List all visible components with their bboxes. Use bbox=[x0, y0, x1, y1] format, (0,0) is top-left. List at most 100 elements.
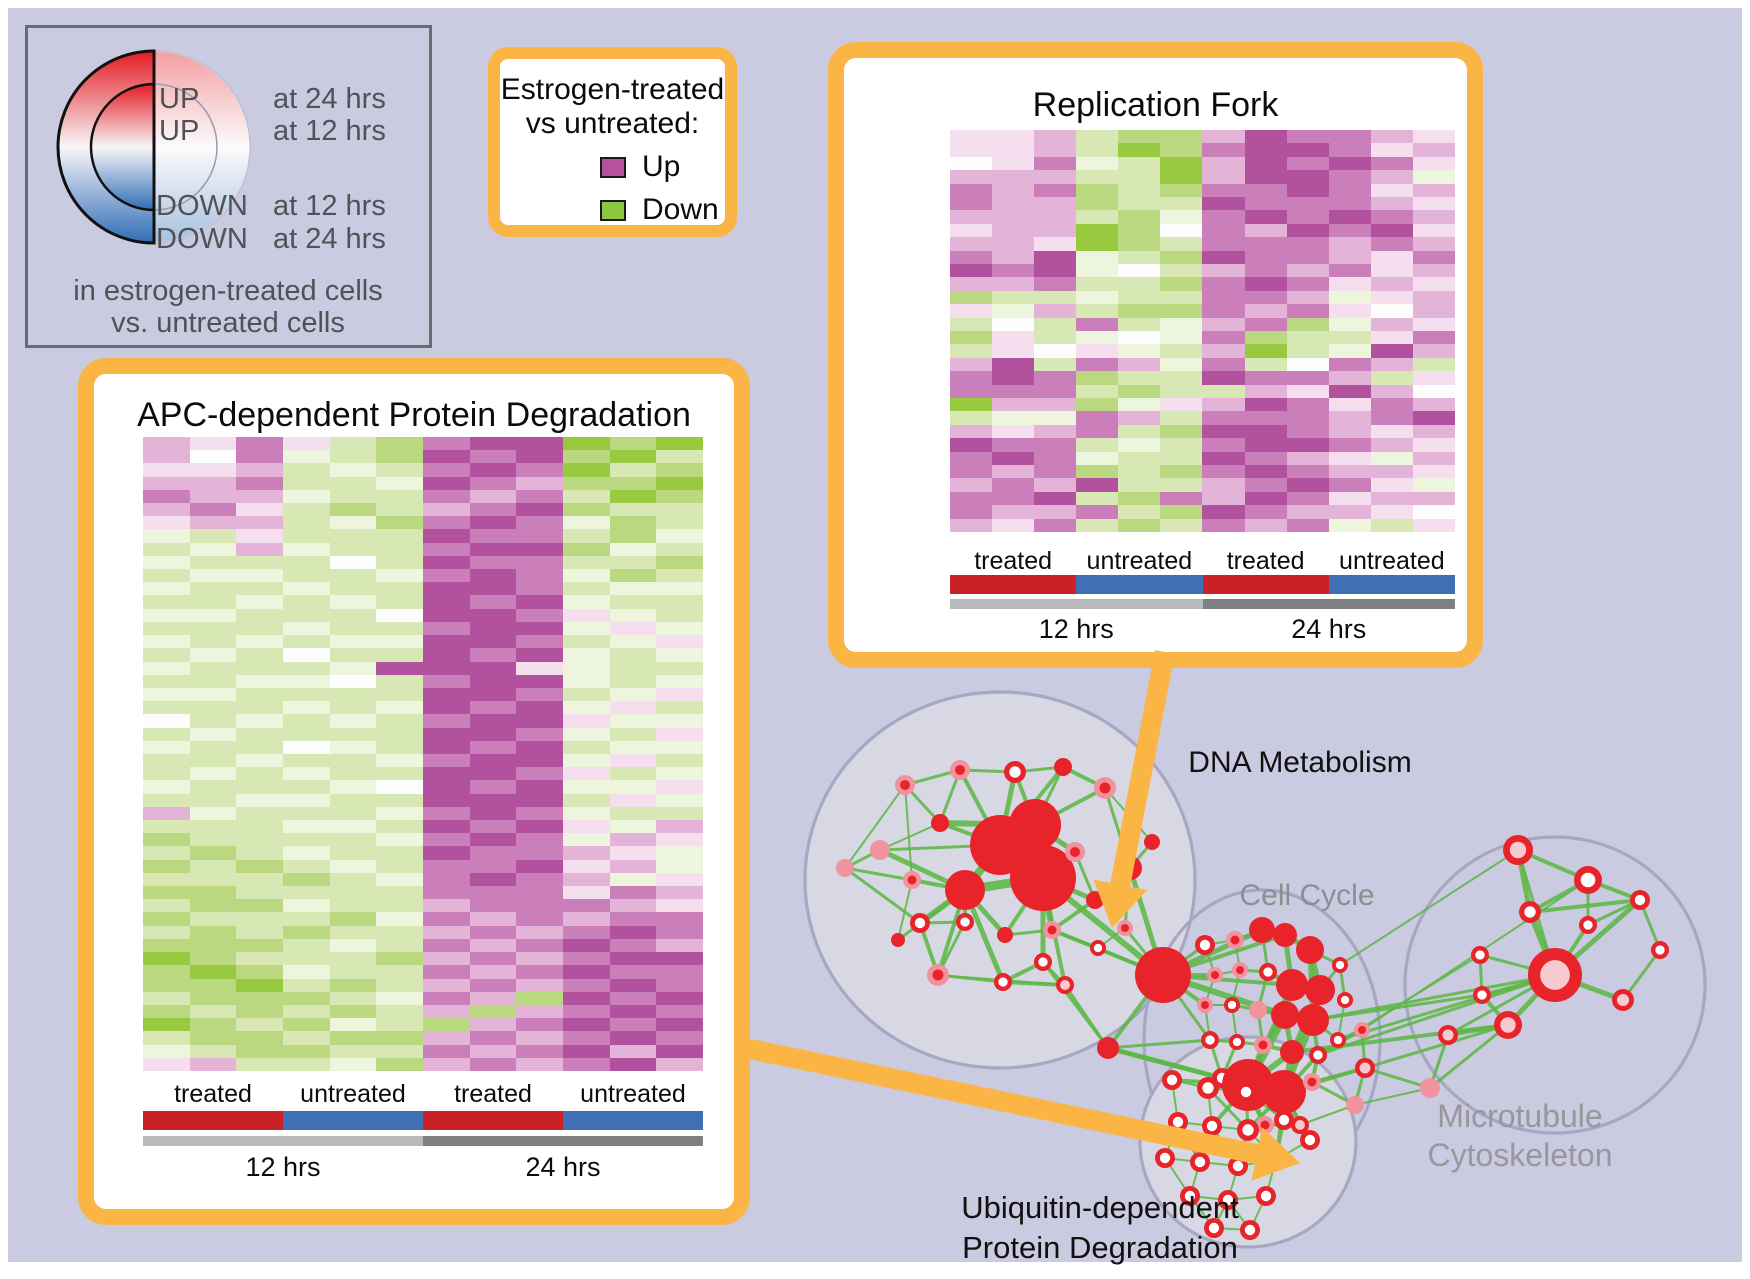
heatmap-cell bbox=[1034, 344, 1077, 358]
heatmap-cell bbox=[950, 330, 993, 345]
heatmap-cell bbox=[376, 846, 423, 860]
gene-node-center bbox=[1244, 1224, 1256, 1236]
heatmap-cell bbox=[189, 621, 237, 636]
gene-node-center bbox=[1260, 1120, 1270, 1130]
heatmap-cell bbox=[1118, 424, 1161, 439]
heatmap-cell bbox=[1412, 250, 1455, 264]
heatmap-cell bbox=[236, 489, 283, 504]
heatmap-cell bbox=[609, 608, 657, 622]
heatmap-cell bbox=[236, 780, 283, 794]
heatmap-cell bbox=[469, 740, 517, 754]
gene-node-center bbox=[932, 969, 944, 981]
heatmap-cell bbox=[1328, 317, 1371, 331]
heatmap-cell bbox=[423, 767, 470, 781]
heatmap-cell bbox=[143, 978, 190, 992]
heatmap-cell bbox=[236, 859, 283, 873]
heatmap-cell bbox=[516, 1031, 563, 1045]
gene-node-center bbox=[1202, 1082, 1214, 1094]
heatmap-cell bbox=[236, 687, 283, 702]
gene-node-center bbox=[1211, 971, 1219, 979]
heatmap-cell bbox=[1328, 491, 1371, 506]
heatmap-cell bbox=[1076, 397, 1119, 412]
network-edge bbox=[1312, 993, 1483, 1022]
heatmap-cell bbox=[423, 859, 470, 873]
heatmap-cell bbox=[469, 463, 517, 477]
heatmap-cell bbox=[609, 569, 657, 583]
heatmap-cell bbox=[189, 767, 237, 781]
heatmap-cell bbox=[143, 608, 190, 622]
heatmap-cell bbox=[656, 925, 703, 939]
heatmap-cell bbox=[563, 978, 610, 992]
gene-node bbox=[945, 870, 985, 910]
heatmap-cell bbox=[1370, 183, 1413, 197]
heatmap-cell bbox=[563, 595, 610, 609]
heatmap-cell bbox=[1286, 237, 1329, 251]
heatmap-cell bbox=[1286, 277, 1329, 291]
heatmap-cell bbox=[516, 886, 563, 900]
heatmap-cell bbox=[992, 384, 1035, 398]
rf-untreated-bar-12 bbox=[1076, 575, 1203, 594]
heatmap-cell bbox=[609, 780, 657, 794]
heatmap-cell bbox=[656, 899, 703, 913]
heatmap-cell bbox=[376, 991, 423, 1005]
heatmap-cell bbox=[992, 196, 1035, 211]
heatmap-cell bbox=[236, 952, 283, 966]
heatmap-cell bbox=[1328, 277, 1371, 291]
heatmap-cell bbox=[656, 1044, 703, 1058]
heatmap-cell bbox=[609, 965, 657, 979]
heatmap-cell bbox=[950, 451, 993, 465]
heatmap-cell bbox=[1328, 518, 1371, 532]
heatmap-cell bbox=[1244, 464, 1287, 479]
updown-legend-title: Estrogen-treated vs untreated: bbox=[500, 73, 725, 141]
heatmap-cell bbox=[329, 952, 377, 966]
heatmap-cell bbox=[516, 1018, 563, 1032]
network-edge bbox=[844, 866, 913, 882]
heatmap-cell bbox=[609, 595, 657, 609]
heatmap-cell bbox=[423, 806, 470, 821]
heatmap-cell bbox=[1286, 183, 1329, 197]
heatmap-cell bbox=[1034, 411, 1077, 425]
heatmap-cell bbox=[1412, 183, 1455, 197]
heatmap-cell bbox=[189, 1031, 237, 1045]
heatmap-cell bbox=[143, 767, 190, 781]
heatmap-cell bbox=[329, 489, 377, 504]
heatmap-cell bbox=[143, 833, 190, 847]
heatmap-cell bbox=[423, 714, 470, 728]
heatmap-cell bbox=[656, 846, 703, 860]
gene-node-center bbox=[1260, 1190, 1272, 1202]
heatmap-cell bbox=[1034, 156, 1077, 171]
heatmap-cell bbox=[1244, 277, 1287, 291]
heatmap-cell bbox=[143, 846, 190, 860]
heatmap-cell bbox=[516, 674, 563, 688]
heatmap-cell bbox=[283, 555, 330, 570]
heatmap-cell bbox=[950, 384, 993, 398]
heatmap-cell bbox=[236, 661, 283, 675]
heatmap-cell bbox=[376, 450, 423, 464]
heatmap-cell bbox=[329, 806, 377, 821]
heatmap-cell bbox=[992, 505, 1035, 519]
heatmap-cell bbox=[563, 859, 610, 873]
heatmap-cell bbox=[1202, 330, 1245, 345]
gene-node-center bbox=[1009, 766, 1021, 778]
heatmap-cell bbox=[143, 780, 190, 794]
network-edge bbox=[1364, 1066, 1431, 1090]
heatmap-cell bbox=[950, 223, 993, 238]
heatmap-cell bbox=[609, 952, 657, 966]
heatmap-cell bbox=[992, 397, 1035, 412]
heatmap-cell bbox=[656, 978, 703, 992]
heatmap-cell bbox=[143, 714, 190, 728]
heatmap-cell bbox=[1370, 304, 1413, 318]
heatmap-cell bbox=[1034, 384, 1077, 398]
gene-node-center bbox=[1333, 1035, 1343, 1045]
heatmap-cell bbox=[656, 450, 703, 464]
heatmap-cell bbox=[143, 529, 190, 543]
heatmap-cell bbox=[1160, 223, 1203, 238]
heatmap-cell bbox=[469, 846, 517, 860]
heatmap-cell bbox=[563, 952, 610, 966]
heatmap-cell bbox=[376, 608, 423, 622]
rf-24hr-bar bbox=[1202, 599, 1455, 609]
heatmap-cell bbox=[469, 978, 517, 992]
heatmap-cell bbox=[992, 451, 1035, 465]
heatmap-cell bbox=[423, 608, 470, 622]
heatmap-cell bbox=[423, 661, 470, 675]
